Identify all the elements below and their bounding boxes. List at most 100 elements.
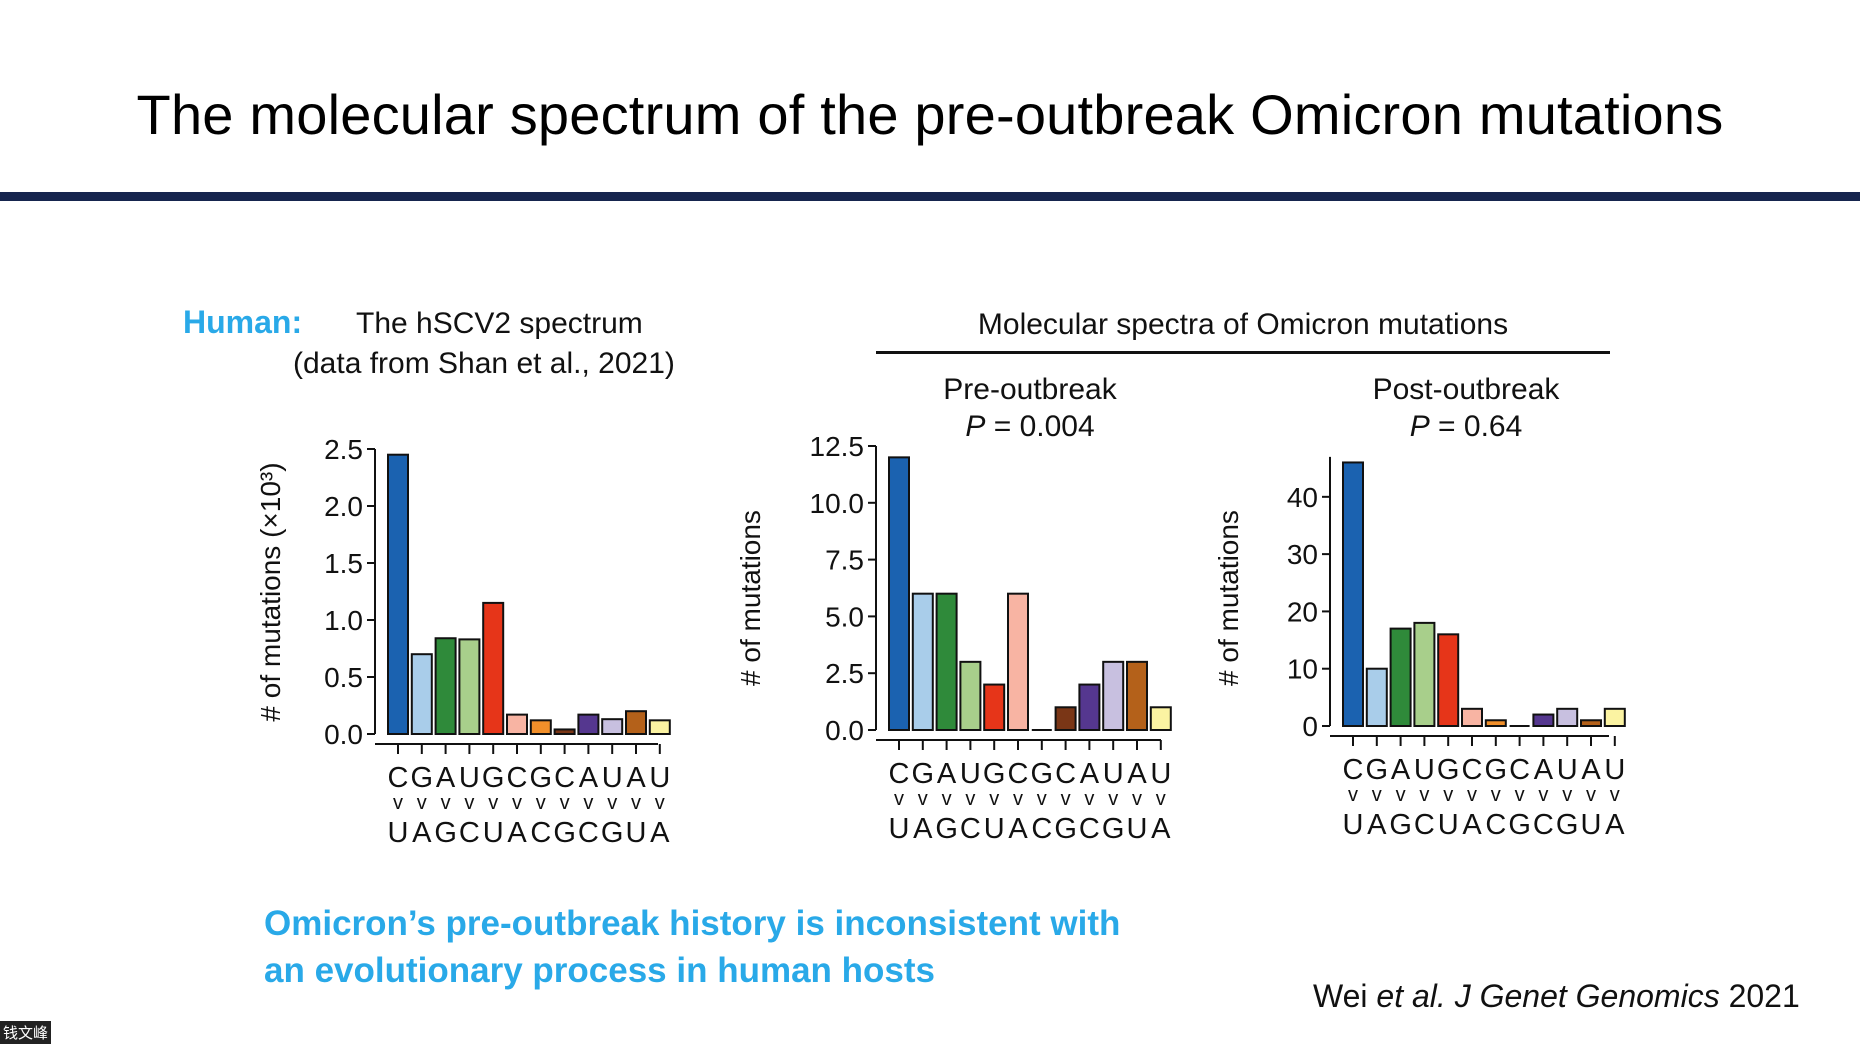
pre-outbreak-p-value: = 0.004 [985, 410, 1095, 443]
x-tick-arrow: v [464, 792, 474, 814]
hscv2-spectrum-title: The hSCV2 spectrum [356, 307, 643, 340]
x-tick-arrow: v [1132, 788, 1142, 810]
post-outbreak-title: Post-outbreak P = 0.64 [1338, 371, 1594, 445]
y-axis-label: # of mutations (×10³) [255, 462, 286, 721]
x-tick-from: C [1055, 758, 1076, 790]
x-tick-arrow: v [1443, 784, 1453, 806]
x-tick-arrow: v [631, 792, 641, 814]
bar-G>U [1437, 633, 1460, 727]
x-tick-arrow: v [393, 792, 403, 814]
y-tick-label: 2.5 [324, 434, 363, 465]
bar-C>A [1007, 592, 1029, 731]
x-tick-arrow: v [1348, 784, 1358, 806]
x-tick-to: A [1605, 809, 1625, 841]
x-tick-from: C [1462, 754, 1483, 786]
bar-A>G [935, 592, 958, 731]
x-tick-arrow: v [1562, 784, 1572, 806]
x-tick-to: U [1438, 809, 1459, 841]
bar-G>A [1365, 667, 1388, 727]
bar-U>C [1413, 621, 1436, 727]
x-tick-to: U [889, 813, 910, 845]
omicron-spectra-header: Molecular spectra of Omicron mutations [977, 308, 1509, 341]
y-tick-label: 12.5 [810, 431, 865, 462]
x-tick-to: G [1054, 813, 1077, 845]
x-tick-arrow: v [965, 788, 975, 810]
x-tick-to: C [1414, 809, 1435, 841]
bar-C>U [1342, 461, 1364, 727]
x-tick-from: U [1150, 758, 1171, 790]
y-tick-label: 5.0 [825, 601, 864, 632]
x-tick-arrow: v [583, 792, 593, 814]
y-tick-label: 10.0 [810, 488, 865, 519]
x-tick-to: A [1367, 809, 1387, 841]
y-tick-label: 1.0 [324, 605, 363, 636]
x-tick-from: C [889, 758, 910, 790]
x-tick-to: A [412, 817, 432, 849]
bar-G>A [911, 592, 934, 731]
bar-A>G [434, 637, 457, 735]
bar-G>U [482, 601, 505, 736]
y-tick-label: 2.0 [324, 491, 363, 522]
x-tick-to: G [1508, 809, 1531, 841]
x-tick-from: U [649, 762, 670, 794]
citation-journal: J Genet Genomics [1454, 978, 1720, 1014]
bar-A>C [1532, 713, 1555, 728]
bar-U>C [959, 660, 982, 732]
x-tick-from: A [1391, 754, 1411, 786]
bar-U>G [1102, 660, 1125, 732]
x-tick-from: C [507, 762, 528, 794]
pre-outbreak-label: Pre-outbreak [943, 373, 1117, 406]
x-tick-from: A [436, 762, 456, 794]
bar-A>U [1126, 660, 1148, 732]
x-tick-to: U [1127, 813, 1148, 845]
x-tick-from: A [1127, 758, 1147, 790]
x-tick-to: C [1533, 809, 1554, 841]
x-tick-from: U [459, 762, 480, 794]
y-tick-label: 30 [1287, 539, 1318, 570]
y-axis-label: # of mutations [735, 510, 766, 686]
x-tick-from: A [579, 762, 599, 794]
bar-C>A [1461, 707, 1483, 727]
x-tick-arrow: v [1419, 784, 1429, 806]
citation-year: 2021 [1728, 978, 1800, 1014]
y-tick-label: 0 [1302, 711, 1318, 742]
x-tick-from: C [1343, 754, 1364, 786]
y-tick-label: 1.5 [324, 548, 363, 579]
x-tick-to: A [1151, 813, 1171, 845]
pre-outbreak-p-symbol: P [965, 410, 986, 443]
x-tick-to: U [483, 817, 504, 849]
citation-etal: et al. [1376, 978, 1446, 1014]
x-tick-to: C [960, 813, 981, 845]
x-tick-to: G [601, 817, 624, 849]
x-tick-arrow: v [1491, 784, 1501, 806]
x-tick-arrow: v [989, 788, 999, 810]
x-tick-arrow: v [1108, 788, 1118, 810]
y-tick-label: 20 [1287, 596, 1318, 627]
x-tick-to: U [1581, 809, 1602, 841]
conclusion-text: Omicron’s pre-outbreak history is incons… [264, 900, 1120, 994]
x-tick-arrow: v [1538, 784, 1548, 806]
omicron-header-rule [876, 351, 1610, 354]
pre-outbreak-p: P = 0.004 [900, 408, 1160, 445]
bar-C>G [1054, 706, 1077, 732]
x-tick-from: G [1437, 754, 1460, 786]
citation: Wei et al. J Genet Genomics 2021 [1313, 978, 1800, 1015]
x-tick-to: C [459, 817, 480, 849]
citation-authors: Wei [1313, 978, 1368, 1014]
y-tick-label: 40 [1287, 482, 1318, 513]
x-tick-arrow: v [1610, 784, 1620, 806]
x-tick-from: C [554, 762, 575, 794]
bar-C>G [553, 728, 576, 736]
x-tick-from: G [1485, 754, 1508, 786]
x-tick-from: A [626, 762, 646, 794]
bar-U>G [1556, 707, 1579, 727]
x-tick-to: U [388, 817, 409, 849]
x-tick-from: C [1008, 758, 1029, 790]
x-tick-arrow: v [1037, 788, 1047, 810]
bar-C>A [506, 713, 528, 735]
bar-U>A [648, 719, 671, 736]
bar-A>G [1389, 627, 1412, 728]
x-tick-from: U [602, 762, 623, 794]
x-tick-arrow: v [655, 792, 665, 814]
